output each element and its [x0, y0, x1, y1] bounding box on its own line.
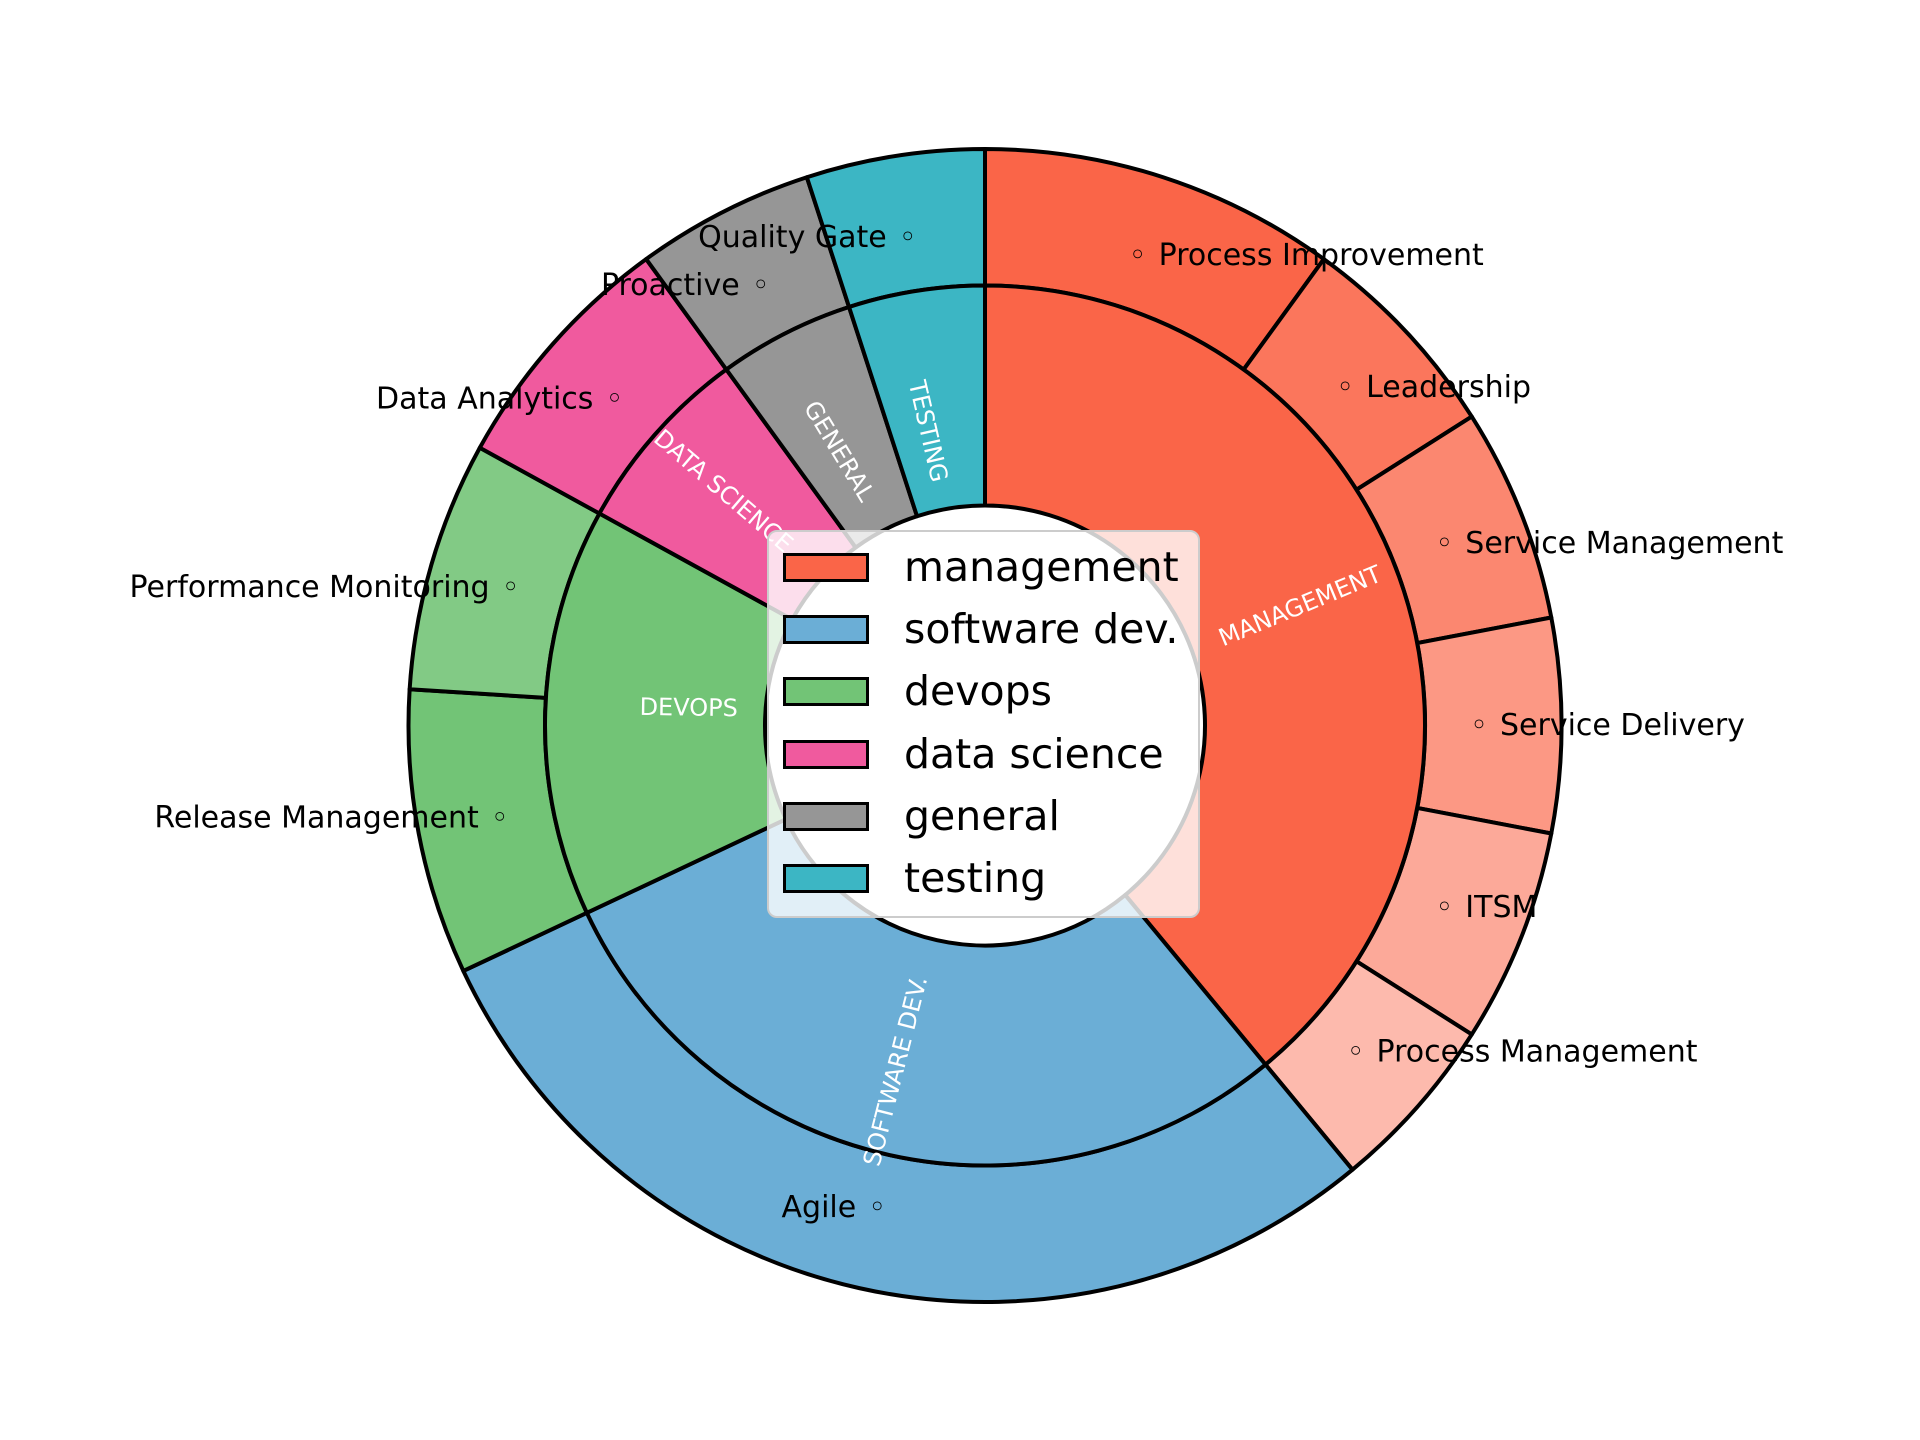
wedge-testing [847, 283, 987, 519]
legend-item-devops: devops [769, 661, 1198, 723]
subcategory-label: Data Analytics [376, 381, 593, 416]
subcategory-label: Service Delivery [1500, 708, 1745, 743]
category-label: DEVOPS [639, 693, 738, 722]
legend-item-management: management [769, 536, 1198, 598]
subcategory-marker: ◦ [491, 801, 509, 836]
subcategory-marker: ◦ [752, 268, 770, 303]
wedge-software-dev- [584, 817, 1268, 1168]
subcategory-marker: ◦ [502, 570, 520, 605]
legend-label: testing [904, 854, 1047, 903]
subcategory-marker: ◦ [1470, 708, 1488, 743]
subcategory-marker: ◦ [1347, 1035, 1365, 1070]
subcategory-label: ITSM [1465, 890, 1537, 925]
subcategory-marker: ◦ [868, 1190, 886, 1225]
subcategory-label: Process Improvement [1159, 238, 1484, 273]
subcategory-label: Quality Gate [698, 220, 887, 255]
subcategory-label: Process Management [1377, 1035, 1698, 1070]
subcategory-marker: ◦ [1435, 526, 1453, 561]
subcategory-label: Performance Monitoring [130, 570, 490, 605]
legend-label: general [904, 791, 1060, 840]
legend-swatch [783, 801, 869, 831]
legend-item-testing: testing [769, 848, 1198, 910]
legend-item-general: general [769, 785, 1198, 847]
subcategory-marker: ◦ [1435, 890, 1453, 925]
subcategory-marker: ◦ [606, 381, 624, 416]
chart-legend: management software dev. devops data scienc… [767, 530, 1200, 918]
legend-swatch [783, 552, 869, 582]
legend-label: software dev. [904, 604, 1179, 653]
legend-label: data science [904, 729, 1164, 778]
legend-label: devops [904, 667, 1052, 716]
subcategory-label: Agile [782, 1190, 857, 1225]
legend-label: management [904, 542, 1179, 591]
subcategory-label: Release Management [154, 801, 479, 836]
legend-swatch [783, 677, 869, 707]
legend-swatch [783, 864, 869, 894]
subcategory-label: Service Management [1465, 526, 1783, 561]
subcategory-label: Proactive [601, 268, 740, 303]
legend-item-data-science: data science [769, 723, 1198, 785]
inner-ring [543, 283, 1427, 1168]
subcategory-marker: ◦ [1336, 370, 1354, 405]
legend-swatch [783, 614, 869, 644]
subcategory-marker: ◦ [1129, 238, 1147, 273]
wedge-devops [543, 511, 795, 915]
subcategory-label: Leadership [1366, 370, 1531, 405]
legend-item-software-dev-: software dev. [769, 598, 1198, 660]
subcategory-marker: ◦ [899, 220, 917, 255]
legend-swatch [783, 739, 869, 769]
